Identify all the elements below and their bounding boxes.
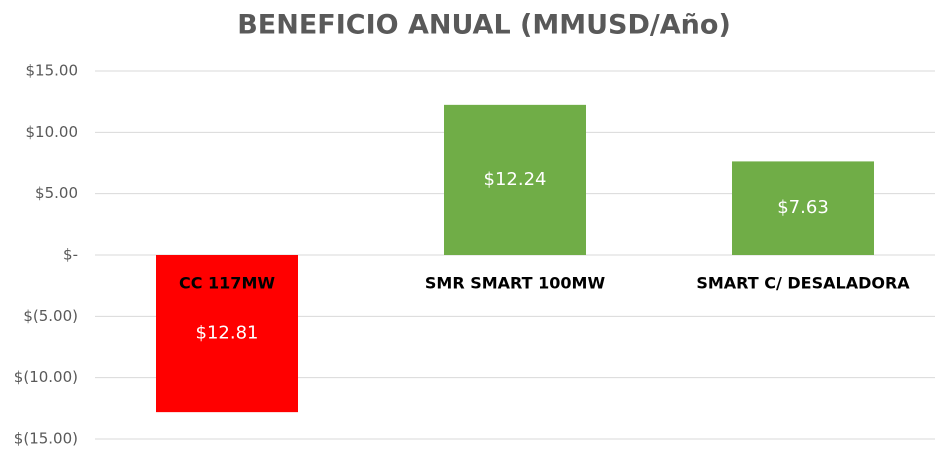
bar [732,161,874,255]
bar [156,255,298,413]
value-label: $7.63 [777,197,829,218]
value-label: $12.81 [196,323,259,344]
y-tick-label: $(5.00) [23,307,78,325]
y-tick-label: $- [63,246,78,264]
chart-title: BENEFICIO ANUAL (MMUSD/Año) [237,10,731,41]
y-tick-label: $15.00 [26,62,79,80]
y-tick-label: $(10.00) [14,368,78,386]
y-tick-label: $10.00 [26,123,79,141]
bar [444,104,586,255]
y-tick-label: $(15.00) [14,430,78,448]
y-tick-label: $5.00 [35,184,78,202]
category-label: CC 117MW [179,274,275,293]
category-label: SMR SMART 100MW [425,274,606,293]
category-label: SMART C/ DESALADORA [696,274,910,293]
value-label: $12.24 [484,169,547,190]
